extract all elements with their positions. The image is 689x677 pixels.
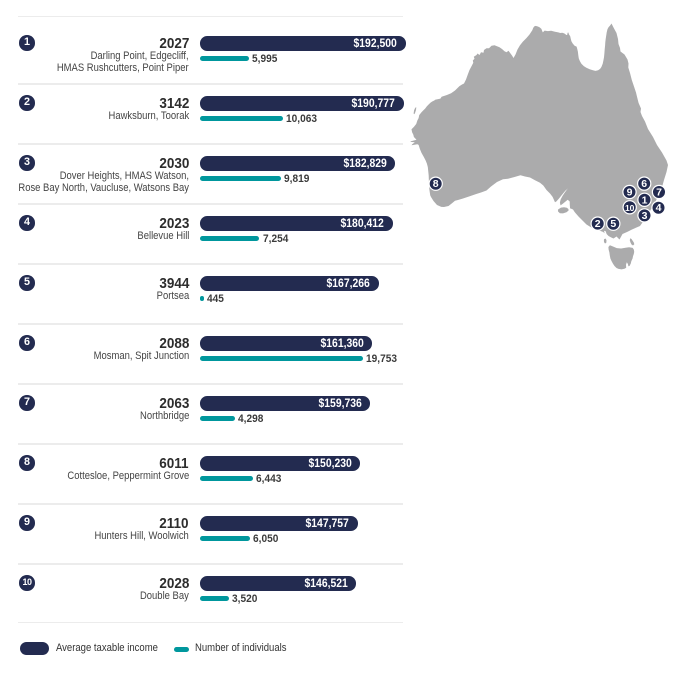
svg-text:9: 9	[627, 187, 633, 199]
svg-text:6: 6	[641, 178, 647, 190]
svg-text:3: 3	[642, 210, 648, 222]
svg-text:5: 5	[610, 218, 616, 230]
svg-text:4: 4	[656, 202, 662, 214]
svg-text:10: 10	[625, 203, 635, 213]
svg-text:7: 7	[656, 187, 662, 199]
svg-text:8: 8	[433, 178, 439, 190]
svg-text:1: 1	[642, 194, 648, 206]
svg-text:2: 2	[595, 218, 601, 230]
